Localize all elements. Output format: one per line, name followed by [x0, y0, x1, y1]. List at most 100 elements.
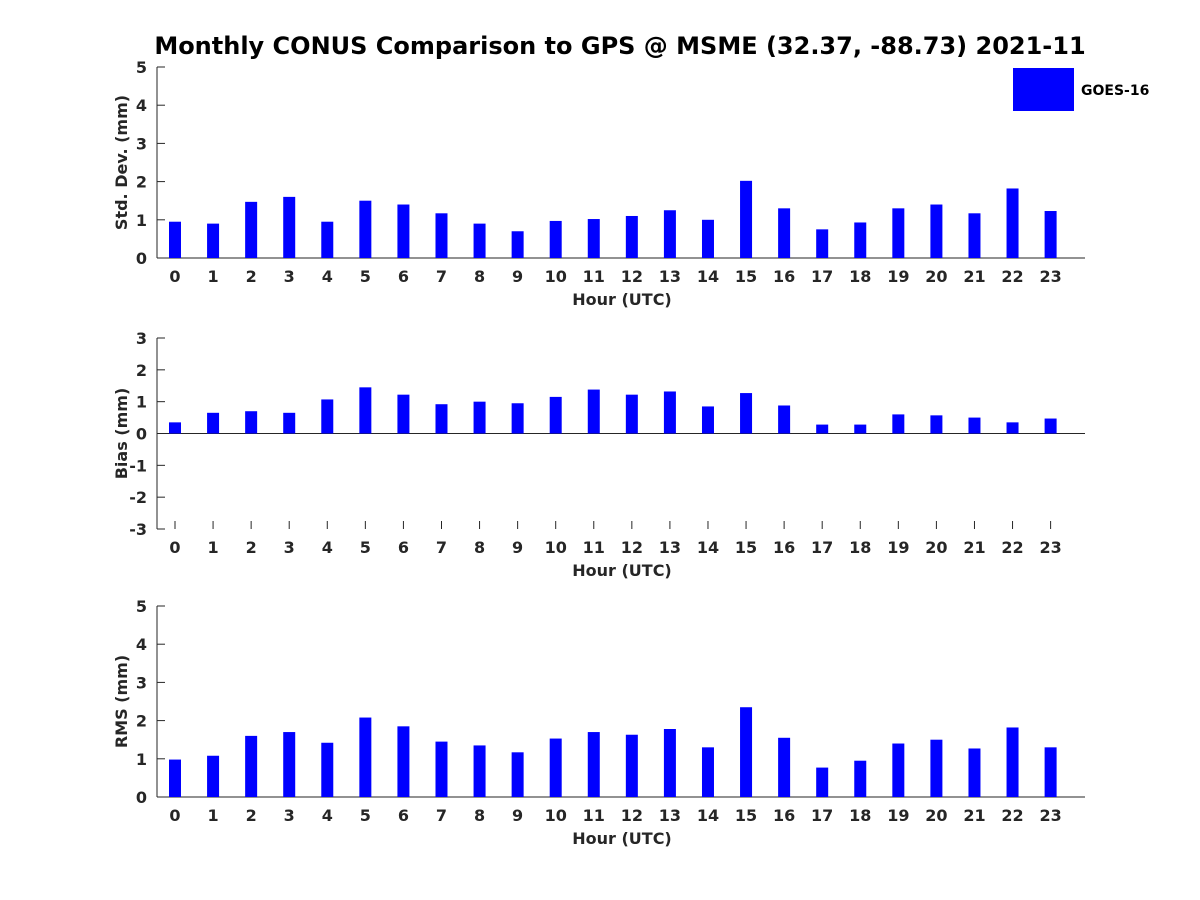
x-tick-label: 23	[1039, 806, 1061, 825]
bar	[930, 415, 943, 434]
x-tick-label: 8	[474, 538, 485, 557]
y-axis-label: Std. Dev. (mm)	[112, 95, 131, 230]
x-tick-label: 22	[1001, 806, 1023, 825]
bar	[473, 401, 486, 434]
bar	[740, 180, 753, 258]
bar	[511, 403, 524, 434]
bar	[511, 752, 524, 797]
x-tick-label: 5	[360, 267, 371, 286]
bar	[663, 729, 676, 797]
x-tick-label: 5	[360, 806, 371, 825]
x-tick-label: 4	[322, 267, 333, 286]
bar	[207, 223, 220, 258]
bar	[663, 391, 676, 434]
bar	[283, 412, 296, 434]
x-tick-label: 16	[773, 267, 795, 286]
x-tick-label: 9	[512, 538, 523, 557]
x-tick-label: 3	[284, 806, 295, 825]
x-tick-label: 19	[887, 538, 909, 557]
x-tick-label: 16	[773, 806, 795, 825]
x-tick-label: 14	[697, 806, 719, 825]
bar	[587, 389, 600, 434]
x-axis-label: Hour (UTC)	[572, 290, 672, 309]
bar	[816, 229, 829, 258]
x-tick-label: 19	[887, 806, 909, 825]
bar	[549, 738, 562, 797]
bar	[359, 387, 372, 434]
bar	[1006, 727, 1019, 797]
bar	[169, 759, 181, 797]
x-tick-label: 20	[925, 267, 947, 286]
y-tick-label: 3	[136, 673, 147, 692]
x-tick-label: 12	[621, 538, 643, 557]
x-axis-label: Hour (UTC)	[572, 829, 672, 848]
x-tick-label: 0	[169, 538, 180, 557]
bar	[397, 726, 410, 797]
x-tick-label: 14	[697, 538, 719, 557]
x-tick-label: 15	[735, 267, 757, 286]
bar	[359, 200, 372, 258]
bar	[207, 412, 220, 434]
x-tick-label: 7	[436, 267, 447, 286]
bar	[625, 394, 638, 434]
x-tick-label: 6	[398, 267, 409, 286]
y-tick-label: 3	[136, 329, 147, 348]
x-tick-label: 11	[583, 267, 605, 286]
x-tick-label: 6	[398, 538, 409, 557]
y-tick-label: 0	[136, 249, 147, 268]
bar	[245, 411, 258, 434]
x-tick-label: 8	[474, 806, 485, 825]
y-axis-label: RMS (mm)	[112, 655, 131, 748]
bar	[778, 737, 791, 797]
y-tick-label: 3	[136, 134, 147, 153]
bar	[930, 739, 943, 797]
y-tick-label: 5	[136, 597, 147, 616]
x-tick-label: 21	[963, 538, 985, 557]
bar	[283, 196, 296, 258]
x-tick-label: 12	[621, 267, 643, 286]
y-tick-label: -2	[129, 488, 147, 507]
x-tick-label: 0	[169, 806, 180, 825]
x-tick-label: 10	[545, 538, 567, 557]
y-tick-label: 1	[136, 750, 147, 769]
x-tick-label: 21	[963, 806, 985, 825]
y-tick-label: -1	[129, 456, 147, 475]
bar	[587, 732, 600, 797]
bar	[1044, 418, 1057, 434]
bar	[549, 220, 562, 258]
x-tick-label: 12	[621, 806, 643, 825]
x-tick-label: 13	[659, 538, 681, 557]
y-tick-label: 2	[136, 712, 147, 731]
bar	[511, 231, 524, 258]
x-tick-label: 8	[474, 267, 485, 286]
bar	[625, 215, 638, 258]
x-tick-label: 17	[811, 538, 833, 557]
bar	[473, 745, 486, 797]
bar	[321, 221, 334, 258]
y-tick-label: 2	[136, 173, 147, 192]
bar	[245, 201, 258, 258]
bar	[892, 414, 905, 434]
x-axis-label: Hour (UTC)	[572, 561, 672, 580]
y-tick-label: 5	[136, 58, 147, 77]
x-tick-label: 1	[207, 806, 218, 825]
bar	[663, 210, 676, 258]
y-axis-label: Bias (mm)	[112, 388, 131, 480]
bar	[701, 747, 714, 797]
x-tick-label: 4	[322, 806, 333, 825]
bar	[854, 222, 867, 258]
y-tick-label: 1	[136, 393, 147, 412]
bar	[435, 404, 448, 434]
bar	[397, 394, 410, 434]
y-tick-label: 2	[136, 361, 147, 380]
bar	[169, 221, 181, 258]
x-tick-label: 3	[284, 267, 295, 286]
bar	[397, 204, 410, 258]
bar	[701, 406, 714, 434]
x-tick-label: 23	[1039, 267, 1061, 286]
x-tick-label: 9	[512, 267, 523, 286]
bar	[1044, 211, 1057, 258]
